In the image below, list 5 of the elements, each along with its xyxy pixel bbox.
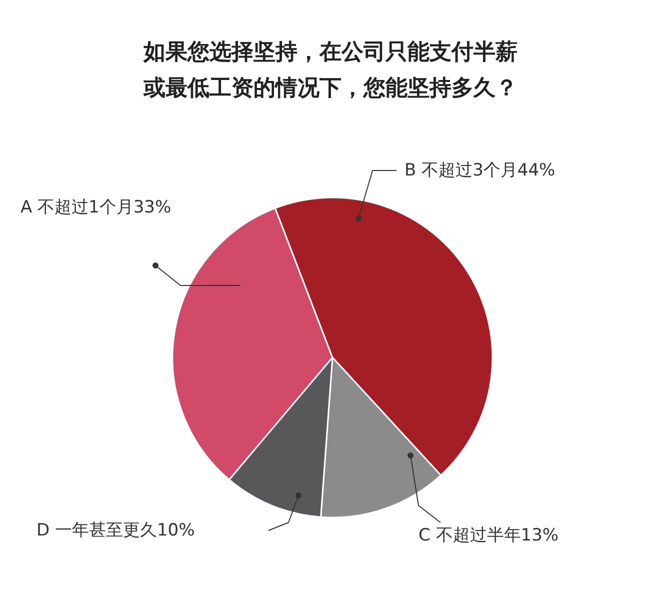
slice-label: C 不超过半年13% (418, 526, 559, 546)
slice-label: D 一年甚至更久10% (36, 520, 195, 540)
chart-title: 如果您选择坚持，在公司只能支付半薪或最低工资的情况下，您能坚持多久？ (142, 40, 518, 101)
slice-label: B 不超过3个月44% (404, 160, 556, 180)
slice-label: A 不超过1个月33% (20, 198, 172, 218)
